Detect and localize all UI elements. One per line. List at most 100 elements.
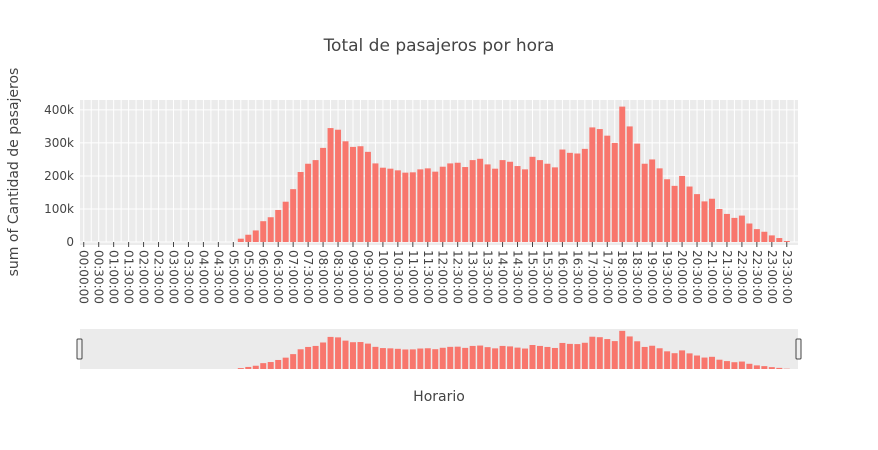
bar[interactable] (581, 148, 588, 242)
bar[interactable] (297, 171, 304, 242)
bar[interactable] (536, 160, 543, 242)
bar[interactable] (387, 168, 394, 242)
slider-bar (387, 348, 394, 369)
bar[interactable] (604, 135, 611, 242)
bar[interactable] (716, 208, 723, 242)
bar[interactable] (349, 146, 356, 242)
bar[interactable] (237, 238, 244, 242)
bar[interactable] (723, 213, 730, 242)
bar[interactable] (312, 160, 319, 242)
bar[interactable] (522, 169, 529, 242)
bar[interactable] (492, 168, 499, 242)
bar[interactable] (611, 142, 618, 242)
bar[interactable] (776, 238, 783, 242)
bar[interactable] (342, 141, 349, 242)
slider-bar (454, 346, 461, 369)
bar[interactable] (634, 143, 641, 242)
slider-bar (566, 343, 573, 369)
x-tick-label: 02:30:00 (152, 250, 166, 304)
bar[interactable] (252, 230, 259, 242)
bar[interactable] (768, 235, 775, 242)
range-slider-left-handle[interactable] (76, 338, 83, 360)
slider-bar (267, 362, 274, 369)
bar[interactable] (679, 175, 686, 242)
x-tick-label: 12:00:00 (436, 250, 450, 304)
slider-bar (551, 347, 558, 369)
bar[interactable] (335, 129, 342, 242)
bar[interactable] (305, 163, 312, 242)
bar[interactable] (753, 229, 760, 242)
bar[interactable] (394, 170, 401, 242)
range-slider-right-handle[interactable] (795, 338, 802, 360)
bar[interactable] (746, 223, 753, 242)
bar[interactable] (589, 127, 596, 242)
bar[interactable] (783, 241, 790, 242)
bar[interactable] (379, 167, 386, 242)
bar[interactable] (761, 231, 768, 242)
bar[interactable] (364, 151, 371, 242)
bar[interactable] (409, 172, 416, 242)
x-tick-label: 19:00:00 (645, 250, 659, 304)
y-tick-label: 100k (44, 202, 74, 216)
bar[interactable] (327, 128, 334, 242)
bar[interactable] (701, 201, 708, 242)
bar[interactable] (574, 153, 581, 242)
bar[interactable] (738, 215, 745, 242)
bar[interactable] (462, 167, 469, 242)
bar[interactable] (282, 201, 289, 242)
bar[interactable] (477, 158, 484, 242)
x-tick-label: 05:30:00 (241, 250, 255, 304)
bar[interactable] (507, 161, 514, 242)
bar[interactable] (619, 106, 626, 243)
range-slider-track[interactable] (80, 329, 798, 369)
bar[interactable] (708, 198, 715, 242)
x-tick-label: 17:00:00 (585, 250, 599, 304)
bar[interactable] (275, 209, 282, 242)
bar[interactable] (372, 163, 379, 242)
bar[interactable] (694, 194, 701, 242)
slider-bar (529, 345, 536, 369)
bar[interactable] (731, 217, 738, 242)
plot-area[interactable] (80, 100, 798, 245)
x-tick-label: 12:30:00 (451, 250, 465, 304)
slider-bar (753, 365, 760, 369)
bar[interactable] (484, 164, 491, 242)
bar[interactable] (566, 152, 573, 242)
bar[interactable] (417, 169, 424, 242)
bar[interactable] (551, 167, 558, 242)
slider-bar (447, 346, 454, 369)
slider-bar (619, 330, 626, 369)
bar[interactable] (290, 189, 297, 242)
bar[interactable] (529, 156, 536, 242)
bar[interactable] (320, 147, 327, 242)
bar[interactable] (544, 163, 551, 242)
bar[interactable] (686, 186, 693, 242)
bar[interactable] (559, 149, 566, 242)
bar[interactable] (499, 160, 506, 242)
bar[interactable] (357, 146, 364, 242)
bar[interactable] (245, 234, 252, 242)
bar[interactable] (649, 159, 656, 242)
bar[interactable] (596, 129, 603, 242)
bar[interactable] (454, 162, 461, 242)
x-tick-label: 13:00:00 (466, 250, 480, 304)
slider-bar (559, 342, 566, 369)
bar[interactable] (402, 172, 409, 242)
bar[interactable] (424, 168, 431, 242)
bar[interactable] (626, 126, 633, 242)
bar[interactable] (447, 163, 454, 242)
x-tick-label: 09:30:00 (361, 250, 375, 304)
bar[interactable] (671, 185, 678, 242)
bar[interactable] (641, 163, 648, 242)
bar[interactable] (439, 166, 446, 242)
bar[interactable] (267, 217, 274, 242)
bar[interactable] (432, 171, 439, 242)
bar[interactable] (656, 168, 663, 242)
slider-bar (364, 343, 371, 369)
bar[interactable] (664, 179, 671, 242)
x-tick-label: 07:00:00 (286, 250, 300, 304)
bar[interactable] (469, 160, 476, 242)
x-tick-label: 08:30:00 (331, 250, 345, 304)
bar[interactable] (260, 221, 267, 242)
bar[interactable] (514, 166, 521, 242)
